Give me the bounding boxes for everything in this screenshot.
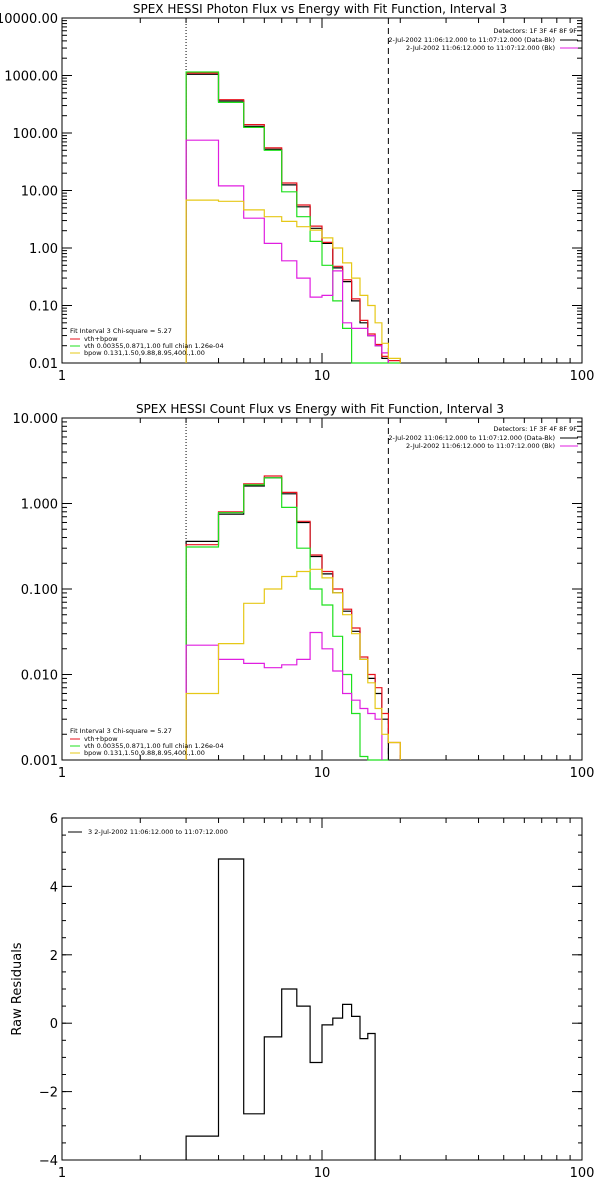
photon-y-tick-label: 0.10 [29, 300, 58, 315]
count-axes: 1 10 100 0.001 0.010 0.100 1.000 10.000 [13, 412, 595, 781]
count-legend-bl-entry-0: vth+bpow [84, 735, 118, 743]
residuals-axes: 1 10 100 −4 −2 0 2 4 6 [39, 812, 595, 1181]
residuals-x-tick-label: 1 [58, 1166, 66, 1181]
photon-y-tick-label: 1000.00 [4, 70, 58, 85]
residuals-y-tick-label: 6 [50, 812, 58, 827]
count-y-tick-label: 0.001 [21, 754, 58, 769]
photon-legend-tr-entry-1: 2-Jul-2002 11:06:12.000 to 11:07:12.000 … [406, 44, 555, 52]
residuals-y-tick-label: 0 [50, 1017, 58, 1032]
count-legend-tr-entry-1: 2-Jul-2002 11:06:12.000 to 11:07:12.000 … [406, 442, 555, 450]
count-series-bpow2 [185, 568, 401, 760]
residuals-y-tick-label: −4 [39, 1154, 58, 1169]
count-x-tick-label: 1 [58, 766, 66, 781]
count-series-vth [185, 477, 389, 761]
residuals-legend-entry-0: 3 2-Jul-2002 11:06:12.000 to 11:07:12.00… [88, 828, 228, 836]
count-series-data [185, 477, 389, 760]
photon-x-tick-label: 100 [570, 369, 595, 384]
residuals-plot-frame [61, 817, 583, 1161]
count-flux-panel: SPEX HESSI Count Flux vs Energy with Fit… [13, 402, 595, 781]
photon-legend-bottom-left: Fit Interval 3 Chi-square = 5.27 vth+bpo… [70, 327, 224, 357]
photon-flux-panel: SPEX HESSI Photon Flux vs Energy with Fi… [0, 2, 594, 384]
photon-series-total [185, 72, 401, 363]
photon-y-tick-label: 1.00 [29, 242, 58, 257]
residuals-legend-top-left: 3 2-Jul-2002 11:06:12.000 to 11:07:12.00… [68, 828, 228, 836]
photon-series-bpow1 [185, 139, 389, 363]
photon-axes: 1 10 100 0.01 0.10 1.00 10.00 100.00 1000.00 1000… [0, 12, 594, 384]
photon-y-tick-label: 10000.00 [0, 12, 58, 27]
photon-series [185, 71, 401, 364]
count-legend-detectors: Detectors: 1F 3F 4F 8F 9F [493, 425, 577, 433]
residuals-panel: Raw Residuals 1 10 100 −4 −2 0 2 4 6 3 2-Jul-200… [10, 812, 594, 1181]
count-series [185, 475, 401, 761]
photon-legend-bl-entry-1: vth 0.00355,0.871,1.00 full chian 1.26e-… [84, 342, 224, 350]
count-y-tick-label: 0.100 [21, 583, 58, 598]
count-y-tick-label: 1.000 [21, 498, 58, 513]
count-legend-bl-entry-2: bpow 0.131,1.50,9.88,8.95,400.,1.00 [84, 749, 205, 757]
photon-x-tick-label: 1 [58, 369, 66, 384]
residuals-y-axis-label: Raw Residuals [10, 942, 25, 1035]
photon-legend-top-right: Detectors: 1F 3F 4F 8F 9F 2-Jul-2002 11:… [388, 27, 578, 52]
residuals-x-tick-label: 10 [314, 1166, 331, 1181]
residuals-x-tick-label: 100 [570, 1166, 595, 1181]
count-y-tick-label: 0.010 [21, 669, 58, 684]
count-x-tick-label: 10 [314, 766, 331, 781]
count-legend-header: Fit Interval 3 Chi-square = 5.27 [70, 727, 172, 735]
residuals-series [185, 858, 376, 1160]
count-legend-top-right: Detectors: 1F 3F 4F 8F 9F 2-Jul-2002 11:… [388, 425, 578, 450]
count-legend-bl-entry-1: vth 0.00355,0.871,1.00 full chian 1.26e-… [84, 742, 224, 750]
photon-legend-detectors: Detectors: 1F 3F 4F 8F 9F [493, 27, 577, 35]
photon-legend-bl-entry-2: bpow 0.131,1.50,9.88,8.95,400.,1.00 [84, 349, 205, 357]
residuals-y-tick-label: 2 [50, 949, 58, 964]
residuals-y-tick-label: 4 [50, 880, 58, 895]
count-series-bpow1 [185, 631, 383, 760]
photon-y-tick-label: 0.01 [29, 357, 58, 372]
count-chart-title: SPEX HESSI Count Flux vs Energy with Fit… [136, 402, 504, 416]
photon-chart-title: SPEX HESSI Photon Flux vs Energy with Fi… [133, 2, 507, 16]
photon-y-tick-label: 100.00 [13, 127, 59, 142]
count-x-tick-label: 100 [570, 766, 595, 781]
photon-series-bpow2 [185, 199, 401, 363]
residuals-series-resid [185, 858, 376, 1160]
count-legend-bottom-left: Fit Interval 3 Chi-square = 5.27 vth+bpo… [70, 727, 224, 757]
count-y-tick-label: 10.000 [13, 412, 59, 427]
residuals-y-tick-label: −2 [39, 1086, 58, 1101]
count-legend-tr-entry-0: 2-Jul-2002 11:06:12.000 to 11:07:12.000 … [388, 434, 555, 442]
photon-legend-bl-entry-0: vth+bpow [84, 335, 118, 343]
photon-legend-header: Fit Interval 3 Chi-square = 5.27 [70, 327, 172, 335]
photon-series-vth [185, 71, 401, 364]
photon-y-tick-label: 10.00 [21, 185, 58, 200]
photon-x-tick-label: 10 [314, 369, 331, 384]
photon-plot-frame [61, 17, 583, 364]
photon-legend-tr-entry-0: 2-Jul-2002 11:06:12.000 to 11:07:12.000 … [388, 36, 555, 44]
photon-series-data [185, 73, 389, 363]
